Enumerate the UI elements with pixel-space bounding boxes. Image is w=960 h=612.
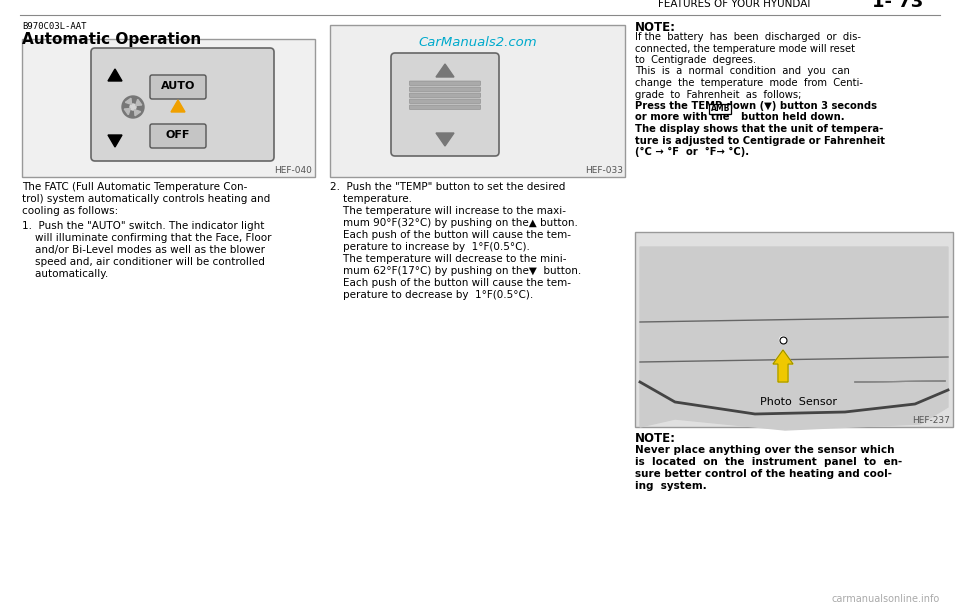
Text: This  is  a  normal  condition  and  you  can: This is a normal condition and you can [635,67,850,76]
Text: The display shows that the unit of tempera-: The display shows that the unit of tempe… [635,124,883,134]
Polygon shape [436,64,454,77]
Circle shape [780,337,786,343]
Text: and/or Bi-Level modes as well as the blower: and/or Bi-Level modes as well as the blo… [22,245,265,255]
Text: Each push of the button will cause the tem-: Each push of the button will cause the t… [330,278,571,288]
FancyBboxPatch shape [91,48,274,161]
Text: FEATURES OF YOUR HYUNDAI: FEATURES OF YOUR HYUNDAI [658,0,810,9]
Polygon shape [436,133,454,146]
Text: sure better control of the heating and cool-: sure better control of the heating and c… [635,469,892,479]
FancyBboxPatch shape [150,75,206,99]
Polygon shape [773,350,793,382]
FancyBboxPatch shape [410,87,481,92]
Text: AUTO: AUTO [161,81,195,91]
Text: ture is adjusted to Centigrade or Fahrenheit: ture is adjusted to Centigrade or Fahren… [635,135,885,146]
Text: will illuminate confirming that the Face, Floor: will illuminate confirming that the Face… [22,233,272,243]
FancyBboxPatch shape [410,93,481,97]
Circle shape [122,96,144,118]
Text: temperature.: temperature. [330,194,412,204]
Polygon shape [108,135,122,147]
Text: The temperature will increase to the maxi-: The temperature will increase to the max… [330,206,566,216]
Text: 1.  Push the "AUTO" switch. The indicator light: 1. Push the "AUTO" switch. The indicator… [22,221,264,231]
Text: HEF-033: HEF-033 [585,166,623,175]
Text: is  located  on  the  instrument  panel  to  en-: is located on the instrument panel to en… [635,457,902,467]
Text: HEF-040: HEF-040 [275,166,312,175]
Polygon shape [171,100,185,112]
Text: carmanualsonline.info: carmanualsonline.info [831,594,940,604]
Text: mum 90°F(32°C) by pushing on the▲ button.: mum 90°F(32°C) by pushing on the▲ button… [330,218,578,228]
Text: Photo  Sensor: Photo Sensor [760,397,837,407]
FancyBboxPatch shape [150,124,206,148]
FancyBboxPatch shape [410,105,481,110]
Text: speed and, air conditioner will be controlled: speed and, air conditioner will be contr… [22,257,265,267]
Text: 1- 73: 1- 73 [872,0,924,11]
Polygon shape [126,98,132,105]
Text: ing  system.: ing system. [635,481,707,491]
FancyBboxPatch shape [22,39,315,177]
Text: mum 62°F(17°C) by pushing on the▼  button.: mum 62°F(17°C) by pushing on the▼ button… [330,266,581,276]
Polygon shape [640,247,948,430]
Text: The temperature will decrease to the mini-: The temperature will decrease to the min… [330,254,566,264]
FancyBboxPatch shape [709,103,732,113]
FancyBboxPatch shape [391,53,499,156]
Text: AMB: AMB [710,104,730,113]
Circle shape [130,104,136,110]
Text: HEF-237: HEF-237 [912,416,950,425]
Text: Automatic Operation: Automatic Operation [22,32,202,47]
Text: automatically.: automatically. [22,269,108,279]
Polygon shape [124,108,131,114]
Text: If the  battery  has  been  discharged  or  dis-: If the battery has been discharged or di… [635,32,861,42]
Text: Each push of the button will cause the tem-: Each push of the button will cause the t… [330,230,571,240]
Text: NOTE:: NOTE: [635,21,676,34]
Text: The FATC (Full Automatic Temperature Con-: The FATC (Full Automatic Temperature Con… [22,182,248,192]
Text: to  Centigrade  degrees.: to Centigrade degrees. [635,55,756,65]
Text: Never place anything over the sensor which: Never place anything over the sensor whi… [635,445,895,455]
Text: change  the  temperature  mode  from  Centi-: change the temperature mode from Centi- [635,78,863,88]
Text: OFF: OFF [166,130,190,140]
Text: (°C → °F  or  °F→ °C).: (°C → °F or °F→ °C). [635,147,749,157]
Text: perature to increase by  1°F(0.5°C).: perature to increase by 1°F(0.5°C). [330,242,530,252]
FancyBboxPatch shape [635,232,953,427]
Text: 2.  Push the "TEMP" button to set the desired: 2. Push the "TEMP" button to set the des… [330,182,565,192]
Polygon shape [134,110,141,116]
FancyBboxPatch shape [410,81,481,86]
FancyBboxPatch shape [330,25,625,177]
Text: NOTE:: NOTE: [635,432,676,445]
Text: button held down.: button held down. [733,113,845,122]
Text: Press the TEMP down (▼) button 3 seconds: Press the TEMP down (▼) button 3 seconds [635,101,877,111]
Polygon shape [135,99,142,105]
Text: cooling as follows:: cooling as follows: [22,206,118,216]
Polygon shape [108,69,122,81]
Text: perature to decrease by  1°F(0.5°C).: perature to decrease by 1°F(0.5°C). [330,290,533,300]
Text: trol) system automatically controls heating and: trol) system automatically controls heat… [22,194,271,204]
Text: CarManuals2.com: CarManuals2.com [419,36,538,49]
FancyBboxPatch shape [410,99,481,103]
Text: B970C03L-AAT: B970C03L-AAT [22,22,86,31]
Text: grade  to  Fahrenheit  as  follows;: grade to Fahrenheit as follows; [635,89,802,100]
Text: connected, the temperature mode will reset: connected, the temperature mode will res… [635,43,855,53]
Text: or more with the: or more with the [635,113,736,122]
